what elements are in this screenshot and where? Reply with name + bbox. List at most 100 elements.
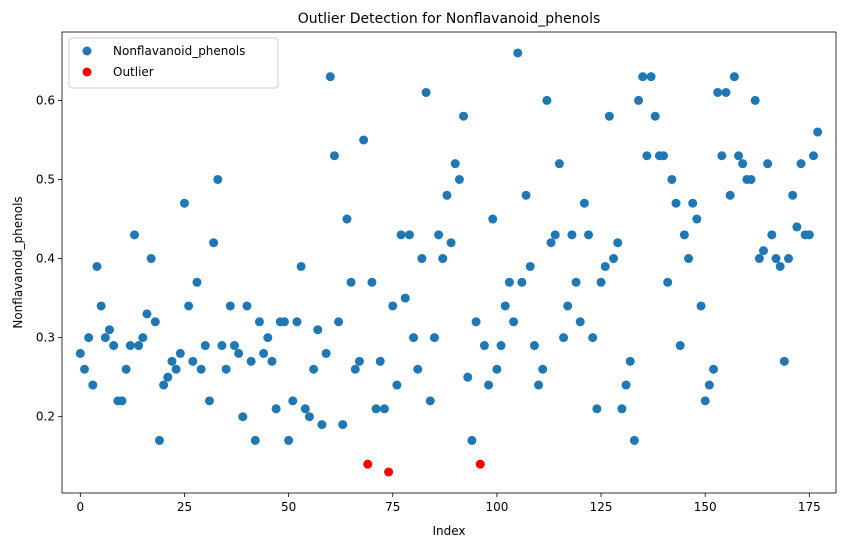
data-point [263, 333, 273, 343]
y-tick-label: 0.2 [36, 410, 55, 424]
data-point [542, 95, 552, 105]
data-point [529, 341, 539, 351]
series-main [75, 48, 823, 445]
data-point [617, 404, 627, 414]
data-point [200, 341, 210, 351]
data-point [784, 254, 794, 264]
data-point [775, 261, 785, 271]
data-point [746, 174, 756, 184]
data-point [329, 151, 339, 161]
data-point [759, 246, 769, 256]
data-point [96, 301, 106, 311]
data-point [634, 95, 644, 105]
data-point [429, 333, 439, 343]
data-point [467, 435, 477, 445]
data-point [167, 356, 177, 366]
data-point [709, 364, 719, 374]
data-point [771, 254, 781, 264]
data-point [138, 333, 148, 343]
data-point [125, 341, 135, 351]
data-point [88, 380, 98, 390]
data-point [325, 72, 335, 82]
data-point [396, 230, 406, 240]
data-point [392, 380, 402, 390]
data-point [425, 396, 435, 406]
data-point [92, 261, 102, 271]
data-point [534, 380, 544, 390]
data-point [492, 364, 502, 374]
data-point [234, 348, 244, 358]
data-point [488, 214, 498, 224]
data-point [604, 111, 614, 121]
legend: Nonflavanoid_phenols Outlier [68, 37, 279, 89]
data-point [288, 396, 298, 406]
data-point [692, 214, 702, 224]
data-point [317, 420, 327, 430]
data-point [571, 277, 581, 287]
data-point [779, 356, 789, 366]
data-point [629, 435, 639, 445]
plot-frame [61, 31, 837, 494]
data-point [550, 230, 560, 240]
x-tick-label: 75 [385, 500, 400, 514]
data-point [375, 356, 385, 366]
x-tick-label: 50 [281, 500, 296, 514]
data-point [513, 48, 523, 58]
x-tick-label: 125 [590, 500, 613, 514]
data-point [509, 317, 519, 327]
data-point [600, 261, 610, 271]
data-point [421, 87, 431, 97]
data-point [438, 254, 448, 264]
outlier-point [475, 459, 485, 469]
data-point [504, 277, 514, 287]
data-point [750, 95, 760, 105]
data-point [196, 364, 206, 374]
data-point [767, 230, 777, 240]
outlier-point [363, 459, 373, 469]
data-point [379, 404, 389, 414]
data-point [679, 230, 689, 240]
data-point [538, 364, 548, 374]
y-tick-label: 0.6 [36, 93, 55, 107]
data-point [80, 364, 89, 374]
data-point [134, 341, 144, 351]
data-point [584, 230, 594, 240]
data-point [500, 301, 510, 311]
data-point [84, 333, 94, 343]
data-point [671, 198, 681, 208]
data-point [159, 380, 169, 390]
data-point [754, 254, 764, 264]
y-tick-label: 0.3 [36, 331, 55, 345]
outlier-point [384, 467, 394, 477]
data-point [796, 159, 806, 169]
legend-marker [82, 67, 92, 77]
data-point [309, 364, 319, 374]
data-point [804, 230, 814, 240]
data-point [700, 396, 710, 406]
data-point [454, 174, 464, 184]
data-point [575, 317, 585, 327]
data-point [459, 111, 469, 121]
data-point [334, 317, 344, 327]
data-point [259, 348, 269, 358]
data-point [413, 364, 423, 374]
data-point [338, 420, 348, 430]
data-point [788, 190, 798, 200]
data-point [221, 364, 231, 374]
series-outlier [363, 459, 485, 477]
data-point [104, 325, 114, 335]
data-point [204, 396, 214, 406]
data-point [246, 356, 256, 366]
data-point [350, 364, 360, 374]
legend-box [68, 37, 279, 89]
data-point [738, 159, 748, 169]
data-point [596, 277, 606, 287]
x-axis-label: Index [432, 524, 465, 538]
data-point [359, 135, 369, 145]
data-point [442, 190, 452, 200]
data-point [417, 254, 427, 264]
data-point [371, 404, 381, 414]
data-point [546, 238, 556, 248]
data-point [479, 341, 489, 351]
